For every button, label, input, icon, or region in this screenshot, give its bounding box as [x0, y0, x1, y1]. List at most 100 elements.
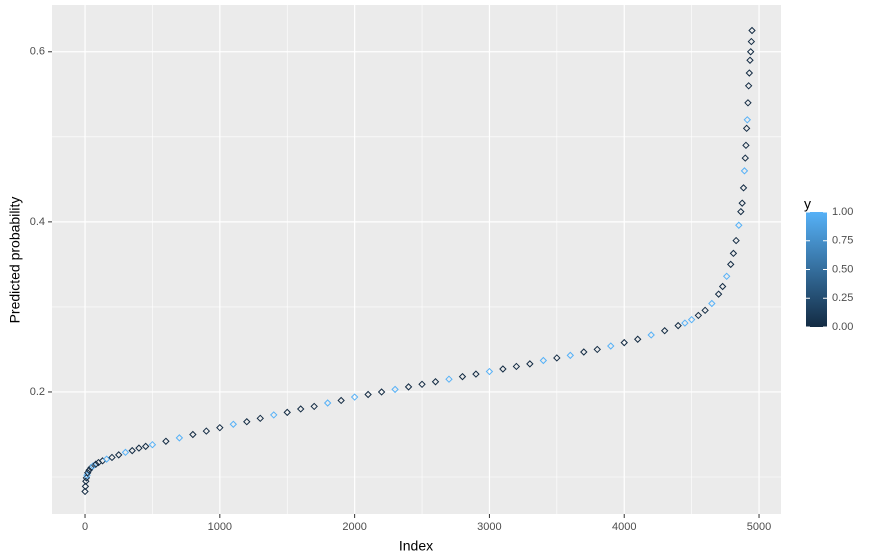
x-tick-label: 5000 [747, 521, 771, 533]
point [738, 199, 746, 207]
point [148, 440, 157, 449]
point [512, 362, 521, 371]
point [742, 124, 751, 133]
point [141, 442, 150, 451]
point [740, 167, 749, 175]
point [739, 184, 748, 192]
point [162, 437, 170, 445]
point [175, 434, 184, 442]
point [607, 342, 615, 350]
point [283, 408, 291, 417]
point [708, 299, 716, 308]
point [714, 290, 723, 298]
y-axis-title: Predicted probability [7, 197, 23, 324]
point [202, 427, 211, 435]
colorbar-label: 1.00 [832, 206, 853, 218]
x-tick-label: 3000 [477, 521, 501, 533]
point [694, 311, 703, 320]
point [85, 466, 93, 474]
point [748, 26, 756, 35]
point [745, 69, 754, 77]
point [742, 141, 750, 150]
point [364, 390, 372, 399]
point [108, 453, 116, 462]
point [743, 116, 752, 124]
point [135, 444, 143, 452]
point [681, 319, 689, 327]
point [722, 272, 731, 281]
point [121, 448, 130, 457]
point [566, 351, 575, 360]
point [701, 306, 709, 315]
point [746, 48, 755, 56]
point [431, 378, 440, 386]
point [115, 451, 123, 459]
point [445, 375, 453, 383]
x-tick-label: 0 [82, 521, 88, 533]
x-axis-title: Index [399, 538, 433, 554]
point [593, 345, 601, 354]
x-tick-label: 1000 [208, 521, 232, 533]
point [404, 383, 413, 391]
point [687, 315, 696, 324]
point [526, 360, 534, 368]
y-tick-label: 0.2 [30, 386, 45, 398]
point [737, 207, 745, 216]
point [87, 463, 95, 472]
point [256, 414, 264, 423]
point [128, 446, 136, 455]
point [732, 236, 740, 245]
plot-panel [52, 5, 781, 514]
y-tick-label: 0.4 [30, 216, 45, 228]
point [391, 385, 399, 394]
point [350, 393, 359, 401]
point [216, 423, 224, 432]
point [189, 430, 197, 439]
point [620, 338, 628, 347]
colorbar-label: 0.75 [832, 235, 853, 247]
point [89, 462, 97, 470]
point [84, 469, 92, 477]
y-tick-label: 0.6 [30, 46, 45, 58]
legend-title: y [804, 196, 811, 212]
point [229, 420, 238, 428]
point [553, 354, 561, 362]
point [729, 249, 738, 258]
point [296, 405, 305, 413]
point [735, 221, 743, 229]
point [647, 331, 655, 339]
point [337, 396, 345, 405]
point [499, 365, 507, 373]
colorbar-label: 0.00 [832, 321, 853, 333]
point [727, 260, 735, 269]
point [741, 154, 749, 162]
point [82, 477, 90, 485]
point [377, 388, 386, 396]
point [634, 335, 642, 343]
point [458, 372, 467, 381]
point [323, 399, 332, 407]
colorbar-label: 0.50 [832, 263, 853, 275]
point [746, 56, 754, 64]
point [580, 348, 588, 356]
point [744, 99, 752, 107]
point [539, 356, 548, 365]
point [92, 460, 100, 468]
point [270, 411, 278, 419]
point [660, 327, 669, 335]
colorbar [806, 212, 827, 327]
point [674, 321, 682, 330]
point [81, 482, 90, 491]
point [310, 402, 318, 411]
point [102, 455, 111, 463]
x-tick-label: 4000 [612, 521, 636, 533]
point [81, 487, 89, 496]
point [718, 282, 727, 291]
point [485, 367, 494, 376]
x-tick-label: 2000 [342, 521, 366, 533]
point [243, 418, 251, 426]
point [418, 380, 426, 389]
point [472, 370, 480, 378]
colorbar-label: 0.25 [832, 292, 853, 304]
